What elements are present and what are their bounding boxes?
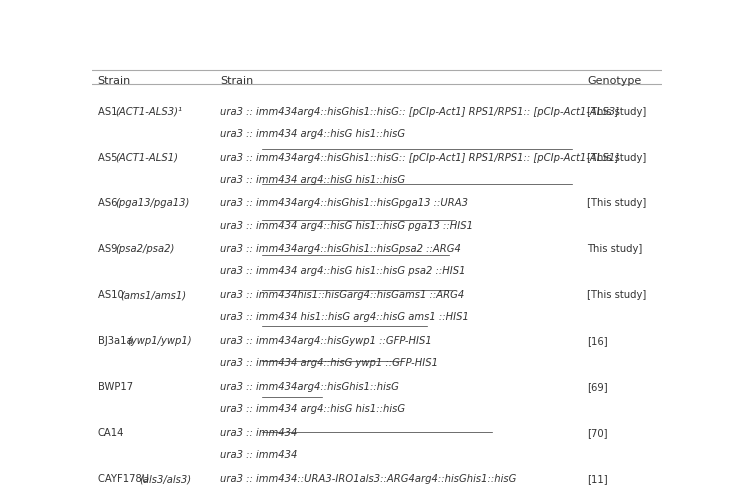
Text: ura3 :: imm434 arg4::hisG ywp1 ::GFP-HIS1: ura3 :: imm434 arg4::hisG ywp1 ::GFP-HIS… bbox=[220, 358, 438, 368]
Text: BWP17: BWP17 bbox=[98, 382, 133, 392]
Text: Strain: Strain bbox=[98, 76, 131, 86]
Text: (ACT1-ALS3)¹: (ACT1-ALS3)¹ bbox=[115, 106, 182, 117]
Text: ura3 :: imm434: ura3 :: imm434 bbox=[220, 428, 298, 438]
Text: ura3 :: imm434: ura3 :: imm434 bbox=[220, 450, 298, 460]
Text: This study]: This study] bbox=[587, 245, 642, 254]
Text: CAYF178U: CAYF178U bbox=[98, 474, 152, 484]
Text: ura3 :: imm434 arg4::hisG his1::hisG psa2 ::HIS1: ura3 :: imm434 arg4::hisG his1::hisG psa… bbox=[220, 266, 465, 277]
Text: ura3 :: imm434his1::hisGarg4::hisGams1 ::ARG4: ura3 :: imm434his1::hisGarg4::hisGams1 :… bbox=[220, 290, 465, 300]
Text: (pga13/pga13): (pga13/pga13) bbox=[115, 199, 190, 209]
Text: (ams1/ams1): (ams1/ams1) bbox=[120, 290, 186, 300]
Text: ura3 :: imm434 his1::hisG arg4::hisG ams1 ::HIS1: ura3 :: imm434 his1::hisG arg4::hisG ams… bbox=[220, 313, 469, 322]
Text: Strain: Strain bbox=[220, 76, 254, 86]
Text: [This study]: [This study] bbox=[587, 290, 647, 300]
Text: [This study]: [This study] bbox=[587, 199, 647, 209]
Text: (ACT1-ALS1): (ACT1-ALS1) bbox=[115, 152, 178, 163]
Text: Genotype: Genotype bbox=[587, 76, 642, 86]
Text: ura3 :: imm434arg4::hisGhis1::hisG: ura3 :: imm434arg4::hisGhis1::hisG bbox=[220, 382, 399, 392]
Text: ura3 :: imm434 arg4::hisG his1::hisG: ura3 :: imm434 arg4::hisG his1::hisG bbox=[220, 129, 405, 139]
Text: [11]: [11] bbox=[587, 474, 608, 484]
Text: ura3 :: imm434arg4::hisGhis1::hisG:: [pCIp-Act1] RPS1/RPS1:: [pCIp-Act1-ALS3]: ura3 :: imm434arg4::hisGhis1::hisG:: [pC… bbox=[220, 106, 619, 117]
Text: BJ3a1a: BJ3a1a bbox=[98, 336, 135, 346]
Text: (psa2/psa2): (psa2/psa2) bbox=[115, 245, 174, 254]
Text: (ywp1/ywp1): (ywp1/ywp1) bbox=[127, 336, 191, 346]
Text: ura3 :: imm434 arg4::hisG his1::hisG pga13 ::HIS1: ura3 :: imm434 arg4::hisG his1::hisG pga… bbox=[220, 220, 473, 231]
Text: AS1: AS1 bbox=[98, 106, 121, 117]
Text: ura3 :: imm434 arg4::hisG his1::hisG: ura3 :: imm434 arg4::hisG his1::hisG bbox=[220, 175, 405, 184]
Text: AS10: AS10 bbox=[98, 290, 126, 300]
Text: [69]: [69] bbox=[587, 382, 608, 392]
Text: ura3 :: imm434arg4::hisGhis1::hisGpsa2 ::ARG4: ura3 :: imm434arg4::hisGhis1::hisGpsa2 :… bbox=[220, 245, 461, 254]
Text: [16]: [16] bbox=[587, 336, 608, 346]
Text: [This study]: [This study] bbox=[587, 152, 647, 163]
Text: (als3/als3): (als3/als3) bbox=[140, 474, 192, 484]
Text: [70]: [70] bbox=[587, 428, 608, 438]
Text: ura3 :: imm434::URA3-IRO1als3::ARG4arg4::hisGhis1::hisG: ura3 :: imm434::URA3-IRO1als3::ARG4arg4:… bbox=[220, 474, 517, 484]
Text: ura3 :: imm434arg4::hisGhis1::hisGpga13 ::URA3: ura3 :: imm434arg4::hisGhis1::hisGpga13 … bbox=[220, 199, 468, 209]
Text: ura3 :: imm434arg4::hisGhis1::hisG:: [pCIp-Act1] RPS1/RPS1:: [pCIp-Act1-ALS1]: ura3 :: imm434arg4::hisGhis1::hisG:: [pC… bbox=[220, 152, 619, 163]
Text: CA14: CA14 bbox=[98, 428, 124, 438]
Text: AS9: AS9 bbox=[98, 245, 121, 254]
Text: ura3 :: imm434 arg4::hisG his1::hisG: ura3 :: imm434 arg4::hisG his1::hisG bbox=[220, 404, 405, 414]
Text: ura3 :: imm434arg4::hisGywp1 ::GFP-HIS1: ura3 :: imm434arg4::hisGywp1 ::GFP-HIS1 bbox=[220, 336, 431, 346]
Text: [This study]: [This study] bbox=[587, 106, 647, 117]
Text: AS5: AS5 bbox=[98, 152, 121, 163]
Text: AS6: AS6 bbox=[98, 199, 121, 209]
